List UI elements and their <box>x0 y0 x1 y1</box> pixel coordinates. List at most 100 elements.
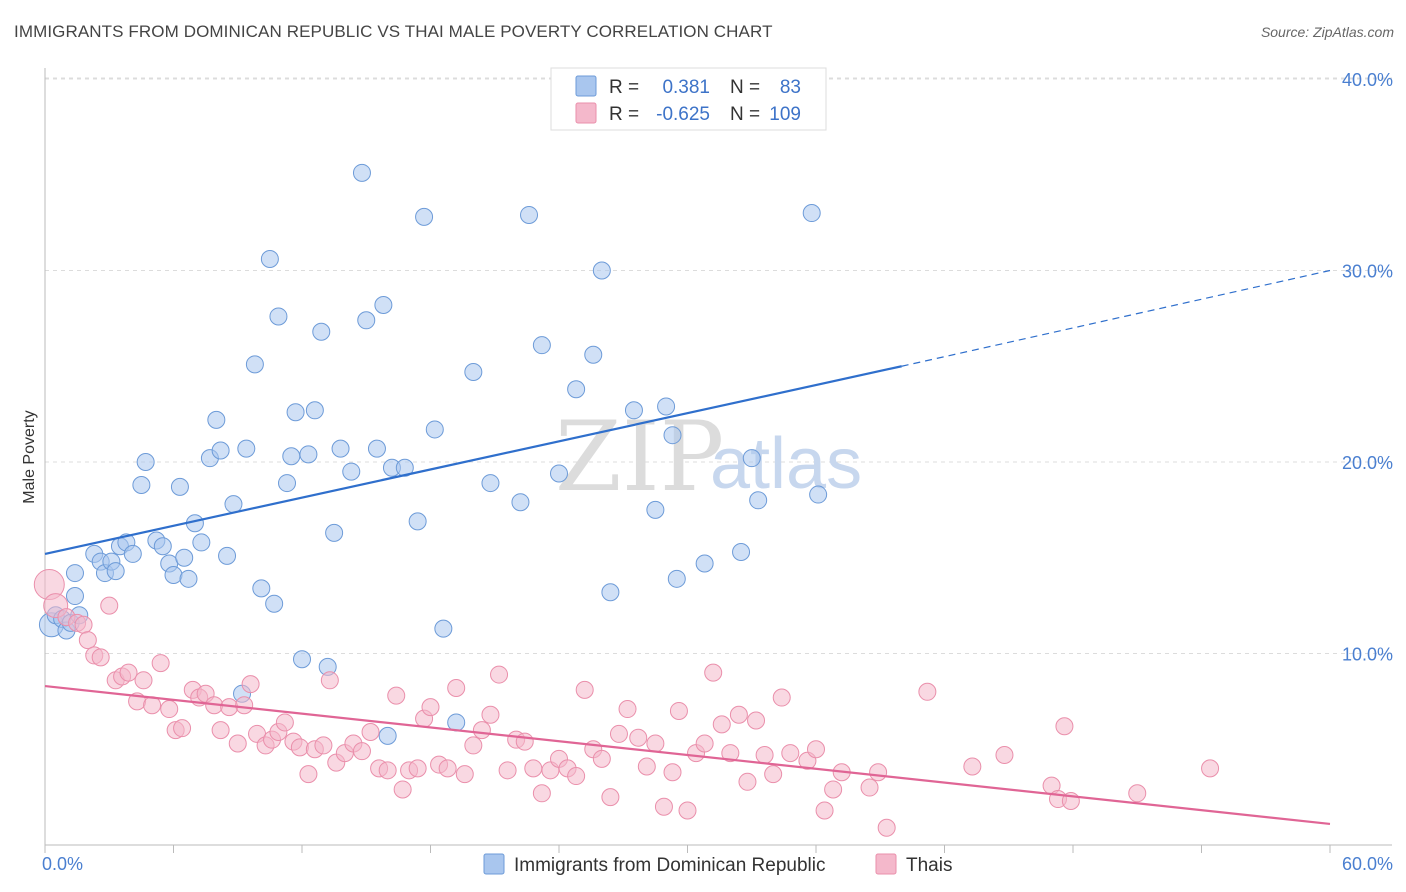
thai-point <box>807 740 825 759</box>
thai-point <box>228 734 247 753</box>
thai-point <box>524 759 543 778</box>
thai-point <box>299 765 318 784</box>
legend-n-value-0: 83 <box>780 77 801 98</box>
thai-point <box>860 778 879 797</box>
dominican-point <box>305 401 324 420</box>
y-tick-labels: 10.0% 20.0% 30.0% 40.0% <box>1342 70 1393 665</box>
thai-point <box>387 686 406 705</box>
thai-point <box>601 788 620 807</box>
dominican-point <box>164 565 183 584</box>
thai-point <box>515 732 534 751</box>
thai-point <box>747 711 766 730</box>
legend-r-value-1: -0.625 <box>656 104 710 125</box>
thai-point <box>1128 784 1147 803</box>
dominican-point <box>663 426 682 445</box>
thai-point <box>160 700 179 719</box>
watermark: ZIP atlas <box>555 401 862 513</box>
dominican-point <box>278 474 297 493</box>
dominican-point <box>153 537 172 556</box>
thai-point <box>695 734 714 753</box>
dominican-point <box>282 447 301 466</box>
thai-point <box>963 757 982 776</box>
dominican-point <box>252 579 271 598</box>
dominican-trend-extension <box>901 269 1331 367</box>
legend-r-label-1: R = <box>609 104 639 125</box>
y-tick-label-0: 10.0% <box>1342 645 1393 665</box>
dominican-point <box>809 485 828 504</box>
thai-point <box>100 596 119 615</box>
dominican-point <box>211 441 230 460</box>
thai-point <box>1201 759 1220 778</box>
thai-trend-line <box>44 684 1331 826</box>
thai-point <box>455 765 474 784</box>
dominican-point <box>312 322 331 341</box>
dominican-point <box>136 453 155 471</box>
y-axis-label: Male Poverty <box>21 410 38 503</box>
dominican-point <box>584 345 603 364</box>
legend-swatch-thai <box>575 102 597 124</box>
thai-point <box>567 767 586 786</box>
y-tick-label-1: 20.0% <box>1342 453 1393 473</box>
dominican-point <box>286 403 305 422</box>
dominican-point <box>395 458 414 477</box>
watermark-zip: ZIP <box>555 401 724 513</box>
x-tick-label-max: 60.0% <box>1342 854 1393 874</box>
thai-point <box>755 745 774 764</box>
dominican-point <box>367 439 386 458</box>
dominican-point <box>325 523 344 542</box>
thai-point <box>447 678 466 697</box>
thai-point <box>869 763 888 782</box>
legend-n-label-0: N = <box>730 77 760 98</box>
dominican-point <box>245 355 264 374</box>
dominican-point <box>749 491 768 510</box>
dominican-point <box>601 583 620 602</box>
legend-box: R = 0.381 N = 83 R = -0.625 N = 109 <box>550 67 827 131</box>
thai-point <box>592 749 611 768</box>
dominican-point <box>106 562 125 581</box>
dominican-point <box>207 410 226 429</box>
dominican-point <box>260 250 279 269</box>
dominican-trend-line <box>44 365 902 555</box>
dominican-point <box>269 307 288 326</box>
thai-point <box>781 744 800 763</box>
dominican-point <box>192 533 211 552</box>
thai-point <box>669 701 688 720</box>
thai-point <box>729 705 748 724</box>
thai-point <box>421 698 440 717</box>
thai-point <box>678 801 697 820</box>
thai-point <box>352 742 371 761</box>
dominican-point <box>532 336 551 355</box>
thai-point <box>738 772 757 791</box>
thai-point <box>772 688 791 707</box>
trend-lines <box>44 269 1331 826</box>
dominican-point <box>331 439 350 458</box>
dominican-point <box>742 449 761 468</box>
bottom-legend-label-thai: Thais <box>906 855 952 876</box>
thai-point <box>464 736 483 755</box>
dominican-point <box>646 500 665 519</box>
thai-point <box>173 719 192 738</box>
thai-point <box>361 723 380 742</box>
dominican-point <box>224 495 243 514</box>
thai-point <box>320 671 339 690</box>
thai-point <box>637 757 656 776</box>
dominican-point <box>132 475 151 494</box>
dominican-point <box>447 713 466 732</box>
thai-point <box>654 797 673 816</box>
thai-point <box>241 675 260 694</box>
x-tick-label-min: 0.0% <box>42 854 83 874</box>
dominican-point <box>265 594 284 613</box>
dominican-point <box>378 726 397 745</box>
thai-point <box>74 615 93 634</box>
dominican-point <box>218 546 237 565</box>
legend-n-label-1: N = <box>730 104 760 125</box>
thai-point <box>275 713 294 732</box>
thai-point <box>438 759 457 778</box>
y-tick-label-3: 40.0% <box>1342 70 1393 90</box>
thai-point <box>824 780 843 799</box>
dominican-point <box>357 311 376 330</box>
thai-point <box>995 745 1014 764</box>
thai-point <box>663 763 682 782</box>
thai-point <box>408 759 427 778</box>
thai-point <box>764 765 783 784</box>
